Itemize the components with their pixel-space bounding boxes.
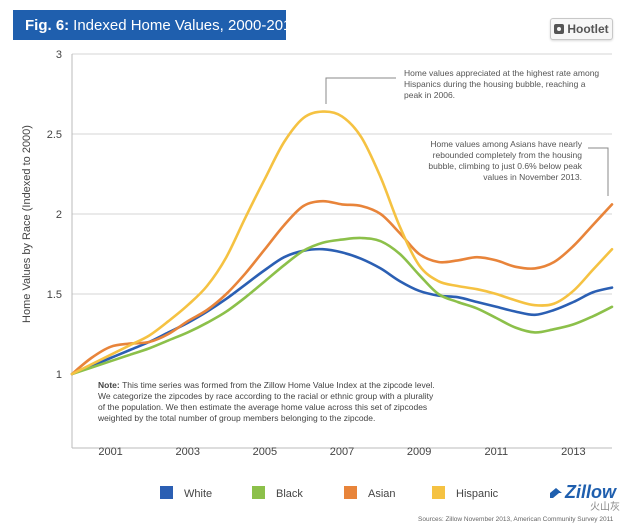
annotation-leader-asian <box>588 147 609 196</box>
zillow-logo: Zillow <box>549 482 616 503</box>
legend-label-asian: Asian <box>368 488 396 500</box>
annotation-hispanic-line: Home values appreciated at the highest r… <box>404 68 599 78</box>
series-line-asian <box>70 199 614 376</box>
annotation-hispanic-line: peak in 2006. <box>404 90 455 100</box>
note-line: weighted by the total number of group me… <box>97 413 375 423</box>
legend-label-black: Black <box>276 488 303 500</box>
annotation-leader-hispanic <box>325 77 396 104</box>
hootlet-owl-icon <box>554 24 565 34</box>
figure-label: Fig. 6: <box>25 16 70 34</box>
hootlet-label: Hootlet <box>567 22 609 36</box>
x-tick-label: 2001 <box>98 446 122 458</box>
x-tick-label: 2007 <box>330 446 354 458</box>
chart-title: Indexed Home Values, 2000-2013 <box>73 16 300 34</box>
legend-swatch-hispanic <box>432 486 445 499</box>
series-line-black <box>70 236 614 376</box>
x-tick-label: 2003 <box>175 446 199 458</box>
legend-swatch-white <box>160 486 173 499</box>
annotation-asian-line: Home values among Asians have nearly <box>430 139 582 149</box>
annotation-asian-line: values in November 2013. <box>483 172 582 182</box>
series-line-white <box>70 247 614 376</box>
x-tick-label: 2013 <box>561 446 585 458</box>
legend-label-hispanic: Hispanic <box>456 488 499 500</box>
watermark: 火山灰 <box>590 502 620 513</box>
legend-swatch-black <box>252 486 265 499</box>
note-line: Note: This time series was formed from t… <box>98 380 435 390</box>
annotation-asian-line: bubble, climbing to just 0.6% below peak <box>428 161 582 171</box>
x-tick-label: 2005 <box>253 446 277 458</box>
y-axis-title: Home Values by Race (Indexed to 2000) <box>21 125 33 323</box>
series-line-hispanic <box>70 110 614 376</box>
y-tick-label: 2 <box>56 209 62 221</box>
annotation-hispanic-line: Hispanics during the housing bubble, rea… <box>404 79 586 89</box>
note-line: of the population. We then estimate the … <box>98 402 427 412</box>
source-note: Sources: Zillow November 2013, American … <box>418 516 614 523</box>
zillow-logo-text: Zillow <box>565 482 616 502</box>
x-tick-label: 2009 <box>407 446 431 458</box>
x-tick-label: 2011 <box>484 446 508 458</box>
note-label: Note: <box>98 380 122 390</box>
y-tick-label: 2.5 <box>47 129 62 141</box>
y-tick-label: 1 <box>56 369 62 381</box>
y-tick-label: 3 <box>56 49 62 61</box>
legend-swatch-asian <box>344 486 357 499</box>
legend-label-white: White <box>184 488 212 500</box>
zillow-house-icon <box>550 488 562 499</box>
hootlet-button[interactable]: Hootlet <box>550 18 613 40</box>
chart-title-bar: Fig. 6: Indexed Home Values, 2000-2013 <box>13 10 300 40</box>
note-line: We categorize the zipcodes by race accor… <box>98 391 434 401</box>
note-text: This time series was formed from the Zil… <box>122 380 435 390</box>
y-tick-label: 1.5 <box>47 289 62 301</box>
annotation-asian-line: rebounded completely from the housing <box>433 150 583 160</box>
